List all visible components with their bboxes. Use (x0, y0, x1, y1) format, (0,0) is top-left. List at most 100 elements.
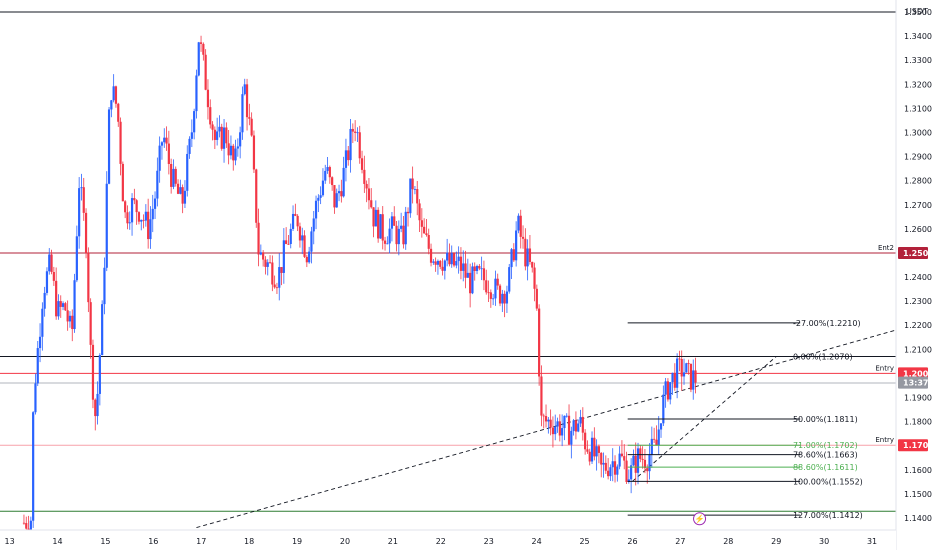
candle-body (538, 308, 541, 377)
candle-body (386, 243, 389, 245)
candle-body (176, 183, 180, 194)
currency-label[interactable]: USDT (906, 7, 928, 16)
candle-body (367, 188, 371, 201)
candle-body (406, 211, 410, 214)
candle-body (245, 84, 249, 118)
candle-body (117, 103, 120, 122)
candle-body (172, 168, 175, 187)
candle-body (464, 263, 467, 278)
candle-body (567, 415, 571, 445)
x-tick-label: 29 (771, 537, 781, 546)
candle-body (356, 132, 359, 134)
candle-body (678, 358, 681, 360)
candle-body (360, 158, 364, 170)
event-marker[interactable]: ⚡ (693, 512, 707, 526)
y-tick-label: 1.3400 (904, 32, 932, 41)
event-marker-circle[interactable] (693, 512, 707, 526)
candle-body (128, 222, 131, 224)
candle-body (443, 260, 446, 271)
candle-body (340, 191, 343, 197)
candle-body (257, 222, 260, 255)
candle-body (549, 419, 552, 428)
candle-body (250, 118, 253, 136)
candle-body (137, 212, 141, 222)
candle-body (89, 302, 92, 345)
candle-body (303, 235, 306, 257)
fib-level-label: -27.00%(1.2210) (793, 319, 861, 328)
candle-body (193, 111, 196, 133)
y-tick-label: 1.2900 (904, 153, 932, 162)
candle-body (650, 438, 653, 455)
candle-body (354, 131, 357, 133)
candle-body (469, 272, 472, 294)
candle-body (298, 226, 302, 241)
trendline[interactable] (196, 329, 897, 529)
candle-body (404, 211, 407, 245)
candle-body (140, 219, 143, 222)
candle-body (328, 167, 331, 178)
candle-body (561, 428, 564, 436)
candle-body (570, 430, 573, 445)
candle-body (98, 355, 101, 394)
candle-body (662, 394, 665, 424)
candle-body (222, 127, 226, 149)
candle-body (627, 479, 630, 482)
candle-body (533, 267, 536, 289)
candle-body (636, 448, 640, 473)
candle-body (411, 178, 414, 190)
candle-body (489, 292, 492, 299)
candle-body (358, 132, 361, 159)
candle-body (239, 132, 242, 147)
candle-body (595, 446, 598, 457)
candle-body (170, 163, 173, 187)
candle-body (429, 248, 433, 263)
candle-body (604, 462, 607, 471)
y-tick-label: 1.2600 (904, 225, 932, 234)
candle-body (395, 225, 398, 245)
candle-body (505, 291, 509, 304)
candle-body (287, 243, 290, 245)
candle-body (616, 466, 619, 475)
candle-body (680, 359, 683, 377)
candle-body (512, 249, 515, 261)
candle-body (75, 236, 78, 281)
candle-body (232, 145, 235, 161)
y-tick-label: 1.3100 (904, 104, 932, 113)
horizontal-line-label: Entry (875, 436, 894, 444)
candle-body (183, 190, 187, 204)
candle-body (186, 153, 189, 191)
x-tick-label: 28 (723, 537, 733, 546)
candle-body (462, 263, 465, 271)
price-axis[interactable] (896, 0, 932, 550)
candle-body (216, 131, 219, 140)
candle-body (664, 381, 667, 395)
candle-body (689, 363, 693, 390)
candle-body (255, 169, 258, 223)
candle-body (625, 460, 628, 482)
trendline[interactable] (632, 356, 777, 482)
candle-body (588, 451, 591, 462)
candle-body (52, 271, 55, 281)
horizontal-line-label: Entry (875, 364, 894, 372)
trendlines[interactable] (196, 329, 897, 529)
candle-body (301, 235, 304, 241)
candle-body (167, 143, 170, 164)
candle-body (540, 376, 543, 416)
y-tick-label: 1.3200 (904, 80, 932, 89)
candle-body (478, 265, 481, 269)
candle-body (503, 293, 506, 304)
candle-body (372, 207, 375, 227)
candle-body (82, 187, 85, 213)
candle-body (572, 420, 575, 431)
candle-body (613, 461, 617, 475)
time-axis[interactable] (0, 530, 896, 550)
candle-body (48, 254, 51, 272)
candle-body (36, 348, 39, 384)
candle-body (685, 363, 688, 373)
candle-body (153, 198, 157, 209)
candle-body (574, 420, 578, 432)
candle-body (466, 272, 469, 278)
fibonacci-levels[interactable]: -27.00%(1.2210) 0.00%(1.2070) 50.00%(1.181… (627, 319, 863, 520)
